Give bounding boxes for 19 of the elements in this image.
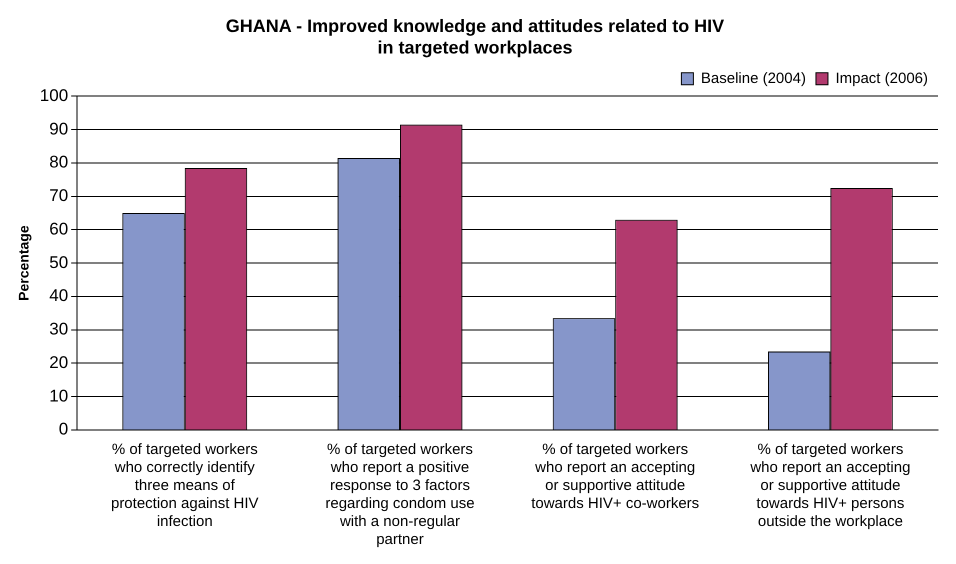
y-tick-label: 60 — [49, 219, 68, 238]
y-tick-label: 0 — [58, 420, 68, 439]
x-tick-label: % of targeted workers who report a positive response to 3 factors regarding condom use with a non-regular partner — [325, 441, 475, 548]
y-axis-title: Percentage — [15, 225, 32, 301]
x-tick-label: % of targeted workers who report an accepting or supportive attitude towards HIV+ co-workers — [531, 441, 700, 512]
y-tick-label: 10 — [49, 386, 68, 406]
x-tick-label: % of targeted workers who report an accepting or supportive attitude towards HIV+ persons outside the workplace — [749, 441, 910, 530]
y-tick-label: 80 — [49, 152, 68, 172]
y-tick-label: 20 — [49, 352, 68, 372]
y-tick-label: 100 — [40, 86, 68, 105]
chart-title: GHANA - Improved knowledge and attitudes related to HIV in targeted workplaces — [226, 16, 724, 58]
legend-label: Baseline (2004) — [700, 70, 806, 87]
y-tick-label: 40 — [49, 286, 68, 306]
legend-label: Impact (2006) — [835, 70, 928, 87]
y-tick-label: 90 — [49, 119, 68, 138]
y-tick-label: 70 — [49, 186, 68, 206]
y-tick-label: 50 — [49, 252, 68, 272]
x-tick-label: % of targeted workers who correctly identify three means of protection against HIV infection — [110, 441, 259, 530]
y-tick-label: 30 — [49, 320, 68, 339]
